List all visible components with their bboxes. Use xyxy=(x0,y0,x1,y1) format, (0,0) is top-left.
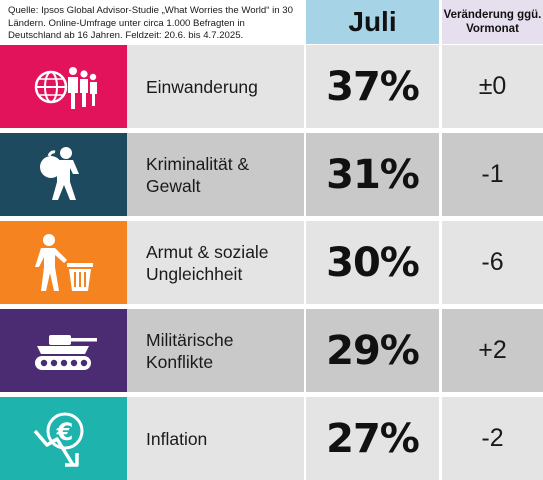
row-icon-cell xyxy=(0,45,127,128)
column-divider xyxy=(304,45,306,128)
column-divider xyxy=(304,309,306,392)
row-label: Militärische Konflikte xyxy=(127,309,304,392)
tank-icon xyxy=(34,334,97,370)
column-divider xyxy=(439,309,441,392)
row-icon-cell xyxy=(0,309,127,392)
table-row: Militärische Konflikte 29% +2 xyxy=(0,309,543,392)
euro-decline-icon: € xyxy=(33,412,83,467)
row-change: ±0 xyxy=(442,45,543,128)
row-value: 37% xyxy=(306,45,439,128)
row-value: 31% xyxy=(306,133,439,216)
row-label: Kriminalität & Gewalt xyxy=(127,133,304,216)
column-divider xyxy=(439,221,441,304)
row-icon-cell xyxy=(0,221,127,304)
column-divider xyxy=(439,45,441,128)
change-column-header: Veränderung ggü. Vormonat xyxy=(442,0,543,44)
row-label: Einwanderung xyxy=(127,45,304,128)
row-label: Inflation xyxy=(127,397,304,480)
column-divider xyxy=(304,397,306,480)
column-divider xyxy=(304,221,306,304)
thief-icon xyxy=(39,146,79,200)
migration-icon xyxy=(34,66,97,109)
row-icon-cell: € xyxy=(0,397,127,480)
table-row: Kriminalität & Gewalt 31% -1 xyxy=(0,133,543,216)
table-row: Einwanderung 37% ±0 xyxy=(0,45,543,128)
row-label: Armut & soziale Ungleichheit xyxy=(127,221,304,304)
column-divider xyxy=(304,133,306,216)
row-icon-cell xyxy=(0,133,127,216)
row-change: -2 xyxy=(442,397,543,480)
column-divider xyxy=(439,133,441,216)
poverty-icon xyxy=(34,233,93,291)
row-value: 27% xyxy=(306,397,439,480)
table-row: € Inflation 27% -2 xyxy=(0,397,543,480)
row-value: 30% xyxy=(306,221,439,304)
table-row: Armut & soziale Ungleichheit 30% -6 xyxy=(0,221,543,304)
row-value: 29% xyxy=(306,309,439,392)
svg-text:€: € xyxy=(55,418,73,446)
row-change: +2 xyxy=(442,309,543,392)
month-column-header: Juli xyxy=(306,0,439,44)
row-change: -6 xyxy=(442,221,543,304)
row-change: -1 xyxy=(442,133,543,216)
source-note: Quelle: Ipsos Global Advisor-Studie „Wha… xyxy=(8,5,293,42)
column-divider xyxy=(439,397,441,480)
